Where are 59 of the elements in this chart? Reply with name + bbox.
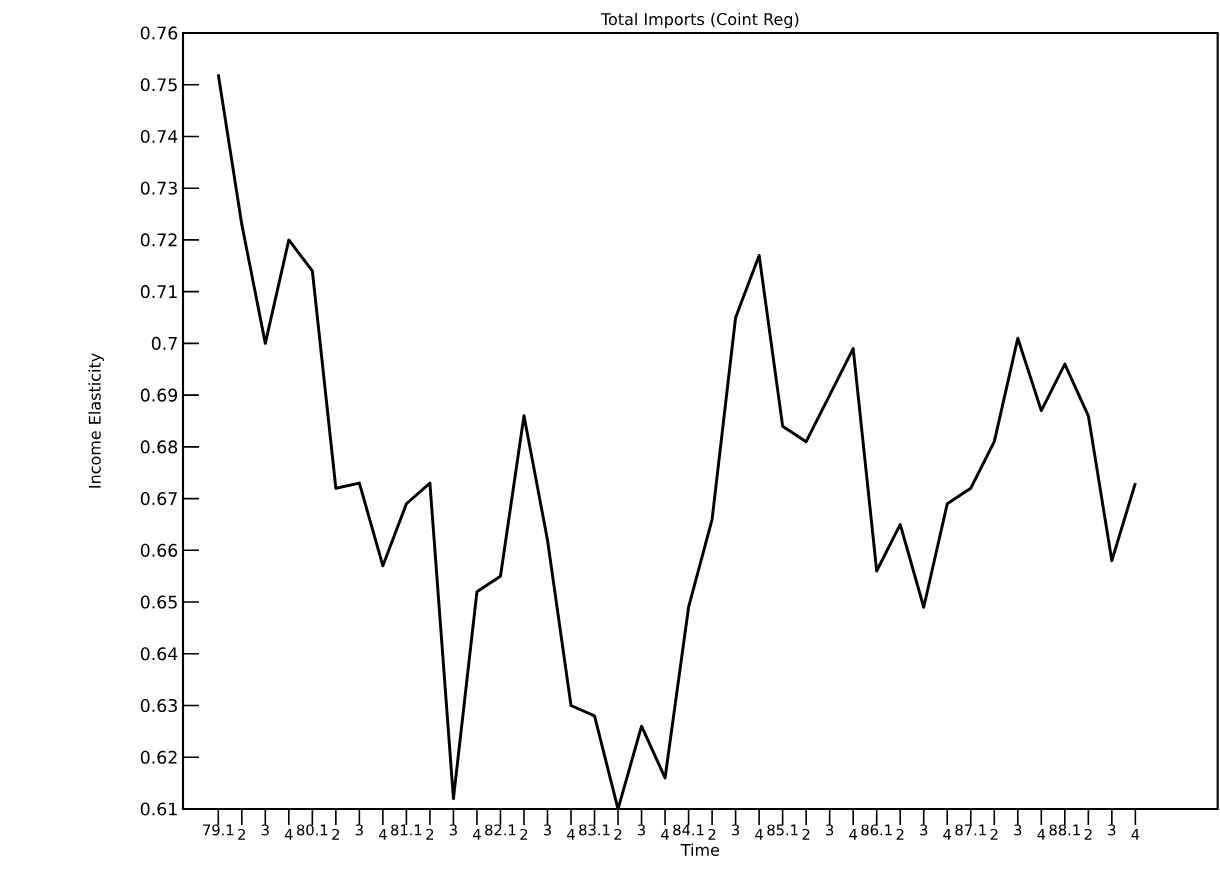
y-tick-label: 0.64 — [140, 647, 178, 661]
x-tick-label: 86.1 — [861, 824, 892, 836]
x-tick-label: 4 — [943, 829, 952, 840]
x-tick-label: 4 — [849, 829, 858, 840]
y-tick-label: 0.75 — [140, 78, 177, 92]
x-tick-label: 4 — [755, 829, 763, 840]
x-tick-label: 3 — [543, 824, 551, 836]
x-tick-label: 4 — [567, 829, 575, 840]
y-tick-label: 0.62 — [140, 750, 177, 764]
y-tick-label: 0.63 — [140, 698, 177, 713]
y-tick-label: 0.69 — [140, 388, 178, 402]
y-tick-label: 0.72 — [140, 233, 177, 247]
y-tick-label: 0.71 — [140, 285, 177, 299]
x-tick-label: 2 — [426, 828, 434, 840]
x-tick-label: 2 — [238, 828, 245, 840]
x-tick-label: 2 — [990, 828, 998, 840]
x-tick-label: 79.1 — [203, 824, 234, 836]
y-tick-label: 0.65 — [140, 595, 177, 609]
x-tick-label: 2 — [708, 828, 716, 840]
x-tick-label: 3 — [449, 824, 457, 836]
x-tick-label: 4 — [472, 829, 481, 840]
x-tick-label: 2 — [1084, 828, 1092, 840]
y-tick-label: 0.7 — [151, 336, 177, 350]
x-tick-label: 80.1 — [297, 824, 328, 836]
x-tick-label: 4 — [284, 829, 293, 840]
x-tick-label: 84.1 — [673, 824, 704, 836]
x-tick-label: 4 — [1131, 829, 1140, 840]
x-tick-label: 81.1 — [391, 824, 422, 836]
y-tick-label: 0.67 — [140, 492, 177, 506]
x-tick-label: 3 — [732, 824, 740, 836]
x-tick-label: 3 — [637, 824, 646, 836]
y-tick-label: 0.66 — [140, 543, 178, 557]
x-axis-title: Time — [680, 843, 720, 856]
x-tick-label: 85.1 — [767, 824, 798, 836]
y-tick-label: 0.76 — [140, 26, 178, 40]
x-tick-label: 87.1 — [955, 824, 986, 836]
x-tick-label: 3 — [826, 824, 834, 836]
x-tick-label: 2 — [614, 828, 622, 840]
x-tick-label: 2 — [802, 828, 810, 840]
x-tick-label: 3 — [261, 824, 269, 836]
y-axis-title: Income Elasticity — [88, 353, 104, 488]
x-tick-label: 3 — [920, 824, 928, 836]
y-tick-label: 0.73 — [140, 181, 177, 195]
chart-title: Total Imports (Coint Reg) — [600, 12, 799, 29]
x-tick-label: 2 — [896, 828, 904, 840]
y-tick-label: 0.68 — [140, 440, 178, 454]
x-tick-label: 88.1 — [1049, 824, 1080, 836]
x-tick-label: 4 — [1037, 829, 1046, 840]
x-tick-label: 3 — [1108, 824, 1116, 836]
x-tick-label: 82.1 — [485, 824, 516, 836]
x-tick-label: 4 — [378, 829, 387, 840]
y-tick-label: 0.74 — [140, 129, 178, 144]
x-tick-label: 83.1 — [579, 824, 610, 836]
x-tick-label: 3 — [355, 824, 363, 836]
x-tick-label: 3 — [1014, 824, 1022, 836]
x-tick-label: 4 — [661, 829, 669, 840]
y-tick-label: 0.61 — [140, 802, 177, 816]
x-tick-label: 2 — [520, 828, 528, 840]
x-tick-label: 2 — [332, 828, 340, 840]
